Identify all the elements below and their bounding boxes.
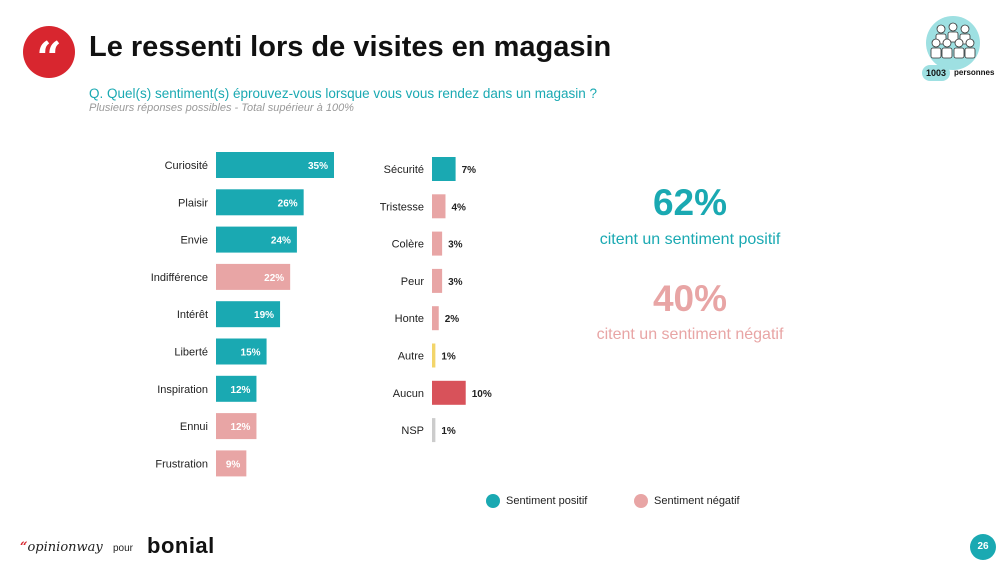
bar-1-2 xyxy=(432,231,443,256)
panel-label: personnes xyxy=(954,68,995,77)
data-label: 12% xyxy=(230,385,250,396)
bar-1-5 xyxy=(432,343,436,368)
bar-1-3 xyxy=(432,268,443,293)
category-label: Envie xyxy=(180,235,208,247)
legend-positive: Sentiment positif xyxy=(486,494,587,508)
bar-1-0 xyxy=(432,157,456,181)
bar-0-7 xyxy=(216,413,257,440)
category-label: Sécurité xyxy=(384,164,424,176)
data-label: 1% xyxy=(441,352,456,363)
opinionway-name: opinionway xyxy=(27,540,103,555)
data-label: 19% xyxy=(254,310,274,321)
category-label: Curiosité xyxy=(165,160,208,172)
bar-1-6 xyxy=(432,380,466,405)
kpi-positive-percent: 62% xyxy=(652,182,728,223)
data-label: 24% xyxy=(271,236,291,247)
bar-0-3 xyxy=(216,263,291,290)
legend-negative-label: Sentiment négatif xyxy=(654,495,740,507)
category-label: Liberté xyxy=(174,347,208,359)
category-label: Honte xyxy=(395,313,424,325)
legend-positive-swatch xyxy=(486,494,500,508)
legend-positive-label: Sentiment positif xyxy=(506,495,588,507)
page-title: Le ressenti lors de visites en magasin xyxy=(89,31,612,63)
category-label: Ennui xyxy=(180,421,208,433)
bonial-logo: bonial xyxy=(147,533,215,558)
category-label: Frustration xyxy=(155,458,208,470)
category-label: Autre xyxy=(398,351,424,363)
data-label: 26% xyxy=(278,198,298,209)
panel-count: 1003 xyxy=(922,65,951,81)
bar-0-8 xyxy=(216,450,247,477)
category-label: Intérêt xyxy=(177,309,208,321)
category-label: Plaisir xyxy=(178,197,208,209)
page-number: 26 xyxy=(970,534,996,560)
category-label: Peur xyxy=(401,276,425,288)
kpi-negative-text: citent un sentiment négatif xyxy=(596,326,784,343)
quote-icon: “ xyxy=(23,26,75,84)
bar-0-1 xyxy=(216,189,304,216)
people-group-icon xyxy=(930,22,976,59)
bar-0-5 xyxy=(216,338,267,365)
legend-negative: Sentiment négatif xyxy=(634,494,740,508)
data-label: 15% xyxy=(241,348,261,359)
bar-0-6 xyxy=(216,375,257,402)
category-label: Inspiration xyxy=(157,384,208,396)
kpi-positive-text: citent un sentiment positif xyxy=(599,231,781,248)
data-label: 2% xyxy=(445,314,460,325)
survey-question: Q. Quel(s) sentiment(s) éprouvez-vous lo… xyxy=(89,86,597,101)
category-label: NSP xyxy=(401,425,424,437)
opinionway-logo: “opinionway xyxy=(20,540,103,555)
data-label: 3% xyxy=(448,277,463,288)
category-label: Colère xyxy=(392,239,424,251)
data-label: 22% xyxy=(264,273,284,284)
data-label: 9% xyxy=(226,459,241,470)
bar-0-4 xyxy=(216,301,281,328)
category-label: Aucun xyxy=(393,388,424,400)
bar-1-7 xyxy=(432,418,436,443)
survey-note: Plusieurs réponses possibles - Total sup… xyxy=(89,102,354,114)
data-label: 10% xyxy=(472,389,492,400)
kpi-negative-percent: 40% xyxy=(652,278,728,319)
data-label: 3% xyxy=(448,240,463,251)
data-label: 7% xyxy=(462,165,477,176)
bar-1-4 xyxy=(432,306,439,331)
bar-0-0 xyxy=(216,152,334,178)
data-label: 12% xyxy=(230,422,250,433)
data-label: 4% xyxy=(451,202,466,213)
legend-negative-swatch xyxy=(634,494,648,508)
bar-1-1 xyxy=(432,194,446,219)
opinionway-quote-mark: “ xyxy=(20,540,28,555)
bar-0-2 xyxy=(216,226,297,253)
panel-size-badge: 1003 personnes xyxy=(916,16,998,86)
category-label: Indifférence xyxy=(151,272,208,284)
category-label: Tristesse xyxy=(380,201,424,213)
data-label: 1% xyxy=(441,426,456,437)
data-label: 35% xyxy=(308,161,328,172)
pour-text: pour xyxy=(113,543,134,554)
